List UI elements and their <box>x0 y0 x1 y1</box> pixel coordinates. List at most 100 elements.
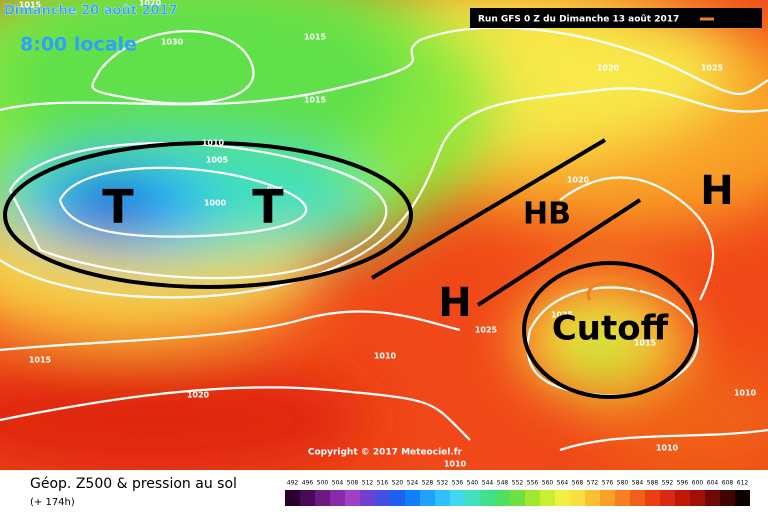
scale-label: 596 <box>677 480 689 487</box>
isobar-label: 1010 <box>202 139 225 148</box>
scale-swatch <box>405 490 420 506</box>
scale-label: 504 <box>332 480 344 487</box>
scale-label: 580 <box>617 480 629 487</box>
pressure-annotation: Cutoff <box>552 309 669 349</box>
scale-swatch <box>330 490 345 506</box>
scale-label: 592 <box>662 480 674 487</box>
scale-swatch <box>705 490 720 506</box>
isobar-label: 1025 <box>701 64 724 73</box>
isobar-label: 1010 <box>374 352 397 361</box>
isobar-label: 1000 <box>204 199 227 208</box>
scale-label: 496 <box>302 480 314 487</box>
isobar-label: 1010 <box>656 444 679 453</box>
scale-label: 516 <box>377 480 389 487</box>
scale-swatch <box>660 490 675 506</box>
scale-label: 532 <box>437 480 449 487</box>
isobar-label: 1020 <box>597 64 620 73</box>
isobar-label: 1005 <box>206 156 229 165</box>
scale-swatch <box>720 490 735 506</box>
isobar-label: 1015 <box>29 356 52 365</box>
scale-swatch <box>525 490 540 506</box>
scale-label: 572 <box>587 480 599 487</box>
scale-swatch <box>285 490 300 506</box>
scale-label: 612 <box>737 480 749 487</box>
isobar-label: 1025 <box>475 326 498 335</box>
scale-label: 568 <box>572 480 584 487</box>
isobars <box>0 26 768 452</box>
scale-swatch <box>675 490 690 506</box>
run-label: Run GFS 0 Z du Dimanche 13 août 2017 <box>478 15 679 25</box>
scale-swatch <box>570 490 585 506</box>
isobar-label: 1010 <box>734 389 757 398</box>
scale-swatch <box>465 490 480 506</box>
isobar-label: 1030 <box>161 38 184 47</box>
scale-label: 608 <box>722 480 734 487</box>
scale-swatch <box>450 490 465 506</box>
isobar-label: 1020 <box>187 391 210 400</box>
isobar-label: 1015 <box>19 1 42 10</box>
scale-label: 588 <box>647 480 659 487</box>
scale-swatch <box>315 490 330 506</box>
copyright: Copyright © 2017 Meteociel.fr <box>308 448 463 458</box>
scale-swatch <box>555 490 570 506</box>
scale-label: 584 <box>632 480 644 487</box>
scale-label: 508 <box>347 480 359 487</box>
isobar-label: 1035 <box>551 311 574 320</box>
footer-title: Géop. Z500 & pression au sol <box>30 476 237 492</box>
pressure-annotation: H <box>438 280 471 326</box>
scale-swatch <box>300 490 315 506</box>
valid-date: Dimanche 20 août 2017 <box>4 4 178 19</box>
scale-label: 564 <box>557 480 569 487</box>
scale-label: 544 <box>482 480 494 487</box>
scale-swatch <box>390 490 405 506</box>
scale-swatch <box>735 490 750 506</box>
scale-label: 524 <box>407 480 419 487</box>
scale-swatch <box>585 490 600 506</box>
scale-swatch <box>510 490 525 506</box>
pressure-annotation: T <box>252 180 284 234</box>
scale-label: 512 <box>362 480 374 487</box>
scale-swatch <box>480 490 495 506</box>
scale-swatch <box>495 490 510 506</box>
scale-swatch <box>645 490 660 506</box>
scale-swatch <box>360 490 375 506</box>
scale-swatch <box>435 490 450 506</box>
isobar-label: 1015 <box>304 33 327 42</box>
scale-swatch <box>690 490 705 506</box>
isobar-label: 1010 <box>444 460 467 469</box>
scale-label: 548 <box>497 480 509 487</box>
scale-swatch <box>375 490 390 506</box>
isobar-label: 1015 <box>304 96 327 105</box>
scale-label: 536 <box>452 480 464 487</box>
scale-label: 528 <box>422 480 434 487</box>
scale-swatch <box>615 490 630 506</box>
scale-label: 520 <box>392 480 404 487</box>
scale-label: 552 <box>512 480 524 487</box>
map-field: 1015 1020 1030 1015 1015 1010 1005 1000 995 1020 1… <box>0 0 768 470</box>
scale-label: 604 <box>707 480 719 487</box>
cutoff-arrow <box>586 281 641 301</box>
scale-label: 560 <box>542 480 554 487</box>
run-box <box>470 8 762 28</box>
scale-label: 556 <box>527 480 539 487</box>
local-time: 8:00 locale <box>20 34 137 56</box>
isobar-label: 1020 <box>139 0 162 8</box>
isobar-label: 995 <box>267 186 284 195</box>
isobar-label: 1015 <box>634 339 657 348</box>
scale-label: 492 <box>287 480 299 487</box>
pressure-annotation: HB <box>523 197 571 232</box>
isobar-label: 1020 <box>567 176 590 185</box>
footer-lead: (+ 174h) <box>30 497 75 508</box>
scale-swatch <box>345 490 360 506</box>
scale-label: 600 <box>692 480 704 487</box>
scale-swatch <box>600 490 615 506</box>
scale-label: 540 <box>467 480 479 487</box>
scale-swatch <box>540 490 555 506</box>
pressure-annotation: H <box>700 168 733 214</box>
scale-swatch <box>630 490 645 506</box>
scale-label: 576 <box>602 480 614 487</box>
scale-label: 500 <box>317 480 329 487</box>
scale-swatch <box>420 490 435 506</box>
